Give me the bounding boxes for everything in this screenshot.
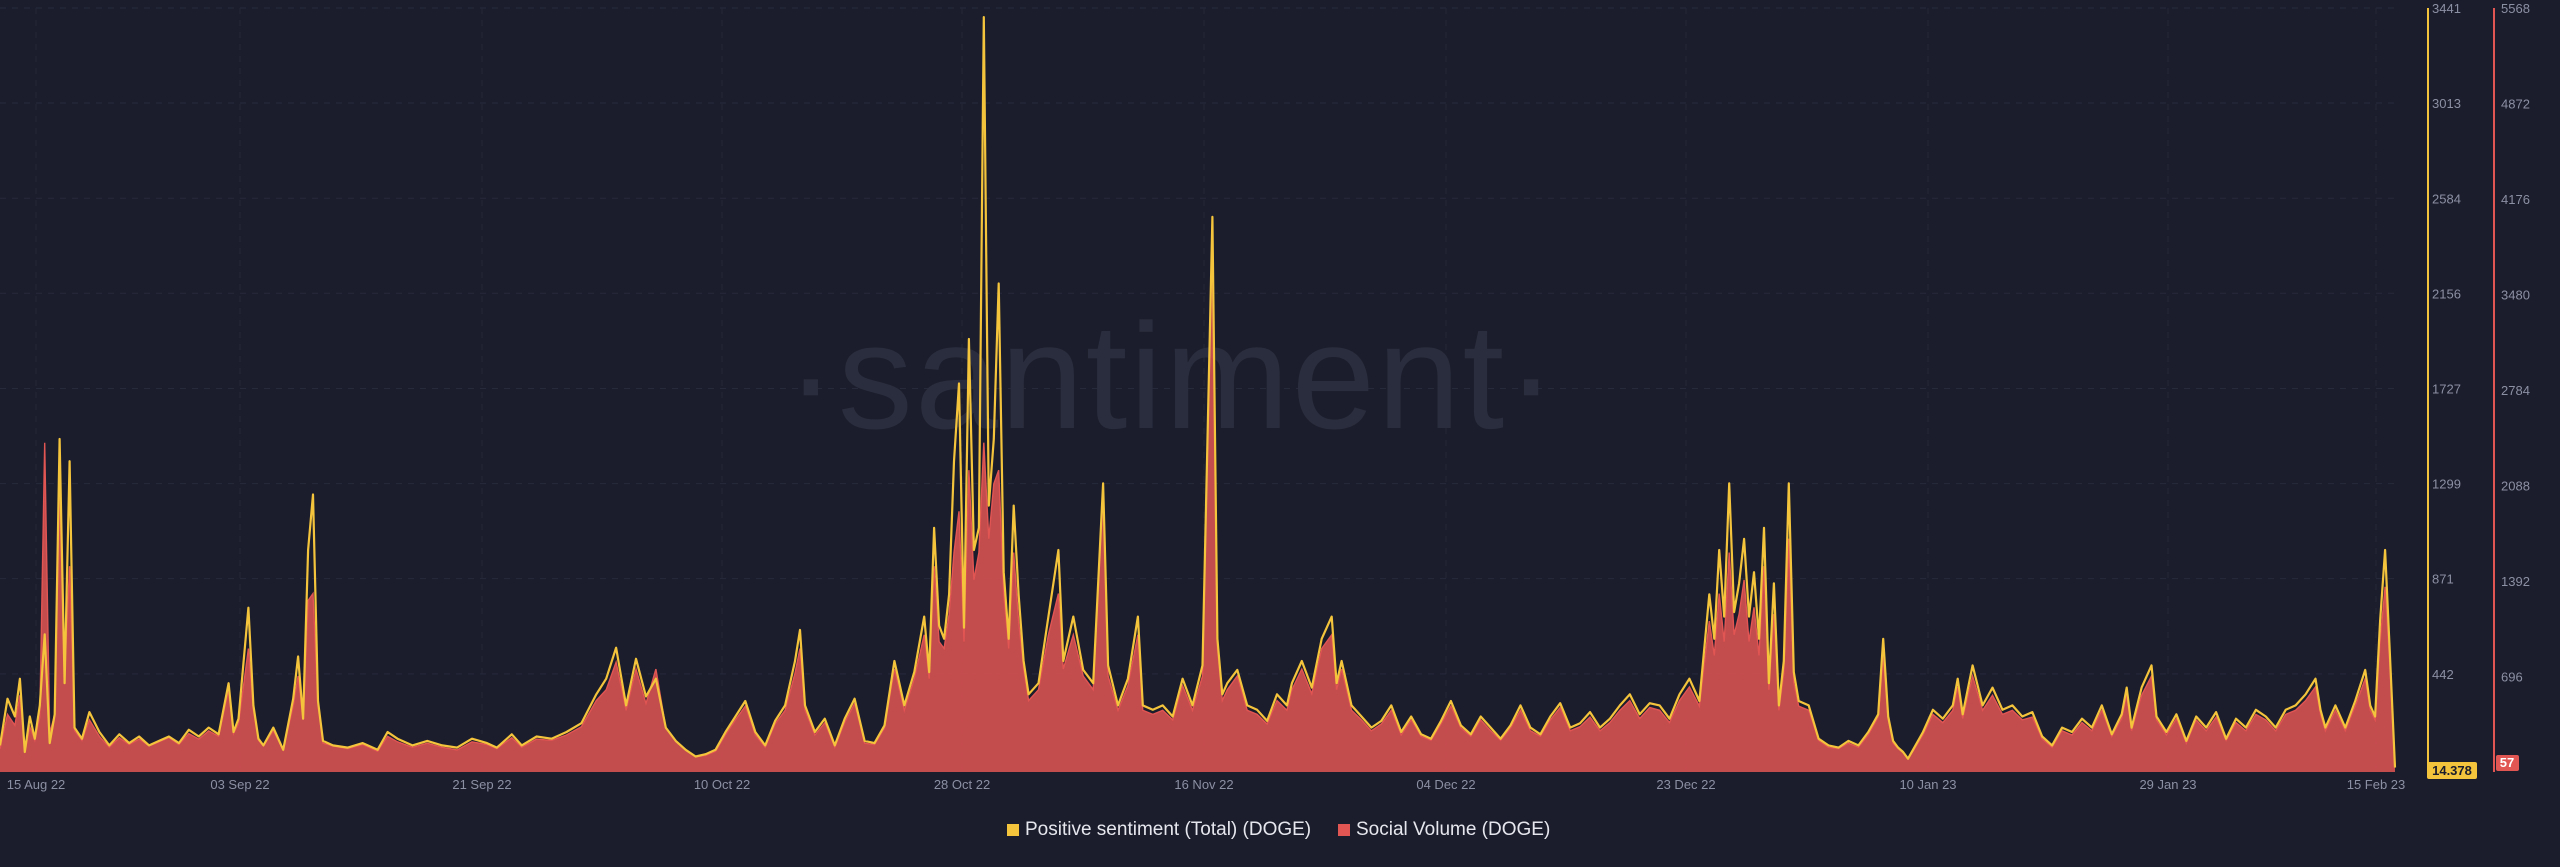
axes: 3441 3013 2584 2156 1727 1299 871 442 5568 4872 41… — [7, 1, 2530, 792]
last-value-badge-social-bg — [2496, 755, 2519, 771]
y-left-tick-label: 871 — [2432, 572, 2454, 587]
legend-swatch-positive — [1007, 824, 1019, 836]
x-tick-label: 15 Feb 23 — [2347, 777, 2406, 792]
y-left-tick-label: 3013 — [2432, 96, 2461, 111]
legend-label-positive: Positive sentiment (Total) (DOGE) — [1025, 819, 1311, 840]
x-tick-label: 04 Dec 22 — [1416, 777, 1475, 792]
y-left-tick-label: 2156 — [2432, 286, 2461, 301]
x-tick-label: 29 Jan 23 — [2139, 777, 2196, 792]
y-right-tick-label: 3480 — [2501, 288, 2530, 303]
x-tick-label: 21 Sep 22 — [452, 777, 511, 792]
x-tick-label: 28 Oct 22 — [934, 777, 990, 792]
x-tick-label: 10 Oct 22 — [694, 777, 750, 792]
y-left-tick-label: 1299 — [2432, 477, 2461, 492]
legend-swatch-social — [1338, 824, 1350, 836]
y-right-tick-label: 4872 — [2501, 97, 2530, 112]
y-left-tick-label: 2584 — [2432, 191, 2461, 206]
legend-label-social: Social Volume (DOGE) — [1356, 819, 1550, 840]
last-value-social: 57 — [2500, 755, 2514, 770]
x-tick-label: 15 Aug 22 — [7, 777, 66, 792]
series-positive-sentiment-line — [0, 16, 2397, 768]
last-value-badge-positive-bg — [2427, 762, 2477, 779]
y-right-tick-label: 5568 — [2501, 1, 2530, 16]
x-tick-label: 03 Sep 22 — [210, 777, 269, 792]
x-tick-label: 10 Jan 23 — [1899, 777, 1956, 792]
y-right-tick-label: 1392 — [2501, 574, 2530, 589]
y-left-tick-label: 442 — [2432, 667, 2454, 682]
y-right-tick-label: 4176 — [2501, 192, 2530, 207]
watermark: ·santiment· — [786, 292, 1558, 460]
y-left-tick-label: 3441 — [2432, 1, 2461, 16]
y-right-tick-label: 696 — [2501, 670, 2523, 685]
last-value-badge-social: 57 — [2496, 755, 2519, 771]
y-right-tick-label: 2088 — [2501, 479, 2530, 494]
y-right-tick-label: 2784 — [2501, 383, 2530, 398]
last-value-positive: 14.378 — [2432, 763, 2472, 778]
y-left-tick-label: 1727 — [2432, 382, 2461, 397]
last-value-badge-positive: 14.378 — [2427, 762, 2477, 779]
x-tick-label: 23 Dec 22 — [1656, 777, 1715, 792]
x-tick-label: 16 Nov 22 — [1174, 777, 1233, 792]
legend: Positive sentiment (Total) (DOGE) Social… — [1007, 819, 1550, 840]
plot-area — [0, 16, 2397, 773]
